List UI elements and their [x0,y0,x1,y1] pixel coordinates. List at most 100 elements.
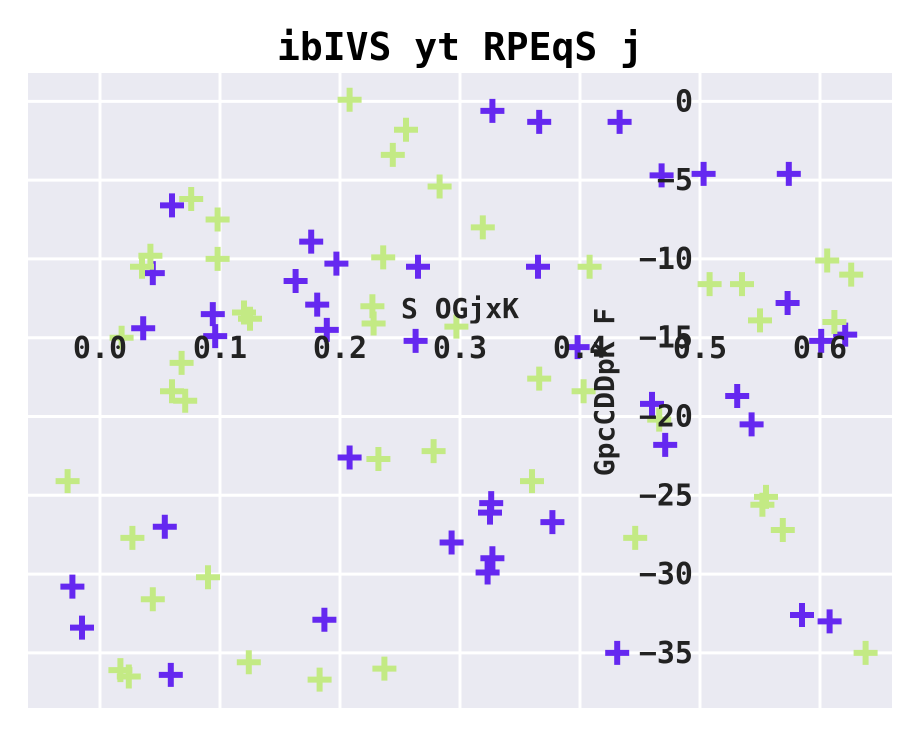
data-point [406,254,430,279]
data-point [605,640,630,665]
data-point [380,142,405,167]
data-point [160,193,184,218]
data-point [312,607,337,632]
data-point [527,366,552,391]
data-point [200,302,225,327]
x-tick-label: 0.5 [673,331,727,366]
y-tick-label: −30 [639,557,693,592]
data-point [822,309,847,334]
data-point [160,379,184,404]
data-point [60,574,85,599]
data-point [775,291,800,316]
data-point [653,432,678,457]
data-point [691,161,716,186]
x-tick-label: 0.0 [73,331,127,366]
data-point [203,324,228,349]
data-point [372,656,397,681]
data-point [809,328,834,353]
x-tick-label: 0.6 [793,331,847,366]
data-point [565,335,590,360]
data-point [366,447,391,472]
y-tick-label: −15 [639,321,693,356]
data-point [205,246,230,271]
data-point [109,325,134,350]
data-point [776,161,801,186]
x-tick-label: 0.4 [553,331,607,366]
data-point [394,117,418,142]
data-point [623,525,648,550]
data-point [571,379,596,404]
data-point [470,215,495,240]
data-point [55,469,80,494]
y-axis-label: GpcCDDpK F [588,308,621,477]
data-point [520,469,544,494]
data-point [833,322,858,347]
data-point [140,587,165,612]
data-point [478,500,502,525]
data-point [839,262,864,287]
data-point [540,510,565,535]
data-point [283,268,308,293]
data-point [649,163,674,188]
data-point [790,603,814,628]
x-tick-label: 0.2 [313,331,367,366]
data-point [403,328,428,353]
data-point [238,306,262,331]
y-tick-label: 0 [675,84,693,119]
data-point [205,207,230,232]
chart-title: ibIVS yt RPEqS j [277,25,643,69]
data-point [138,243,163,268]
data-point [324,251,349,276]
data-point [314,317,339,342]
data-points [55,87,878,692]
data-point [577,254,602,279]
data-point [152,514,177,539]
x-axis-label: S OGjxK [401,292,519,325]
y-tick-label: −20 [639,399,693,434]
data-point [697,272,722,297]
y-tick-label: −10 [639,242,693,277]
data-point [725,384,750,409]
data-point [527,109,552,134]
data-point [739,412,764,437]
data-point [173,388,198,413]
y-tick-labels: 0 −5 −10 −15 −20 −25 −30 −35 [639,84,693,670]
data-point [439,530,464,555]
data-point [607,109,632,134]
data-point [307,667,332,692]
y-tick-label: −5 [657,163,693,198]
data-point [853,640,878,665]
data-point [640,391,664,416]
y-tick-label: −35 [639,636,693,671]
data-point [116,664,141,689]
data-point [647,407,672,432]
data-point [475,560,500,585]
y-tick-label: −25 [639,478,693,513]
data-point [305,292,330,317]
data-point [299,229,324,254]
data-point [236,650,261,675]
data-point [361,311,386,336]
data-point [815,248,840,273]
data-point [444,314,469,339]
data-point [196,565,220,590]
data-point [371,245,396,270]
grid-lines [28,73,892,708]
data-point [337,87,362,112]
x-tick-label: 0.1 [193,331,247,366]
x-tick-label: 0.3 [433,331,487,366]
data-point [421,439,446,464]
data-point [730,272,754,297]
x-tick-labels: 0.0 0.1 0.2 0.3 0.4 0.5 0.6 [73,331,847,366]
data-point [526,254,550,279]
data-point [480,98,505,123]
data-point [427,174,452,199]
data-point [817,609,842,634]
data-point [158,662,183,687]
data-point [770,517,795,542]
data-point [120,525,145,550]
data-point [179,187,204,212]
data-point [131,316,156,341]
data-point [750,492,775,517]
